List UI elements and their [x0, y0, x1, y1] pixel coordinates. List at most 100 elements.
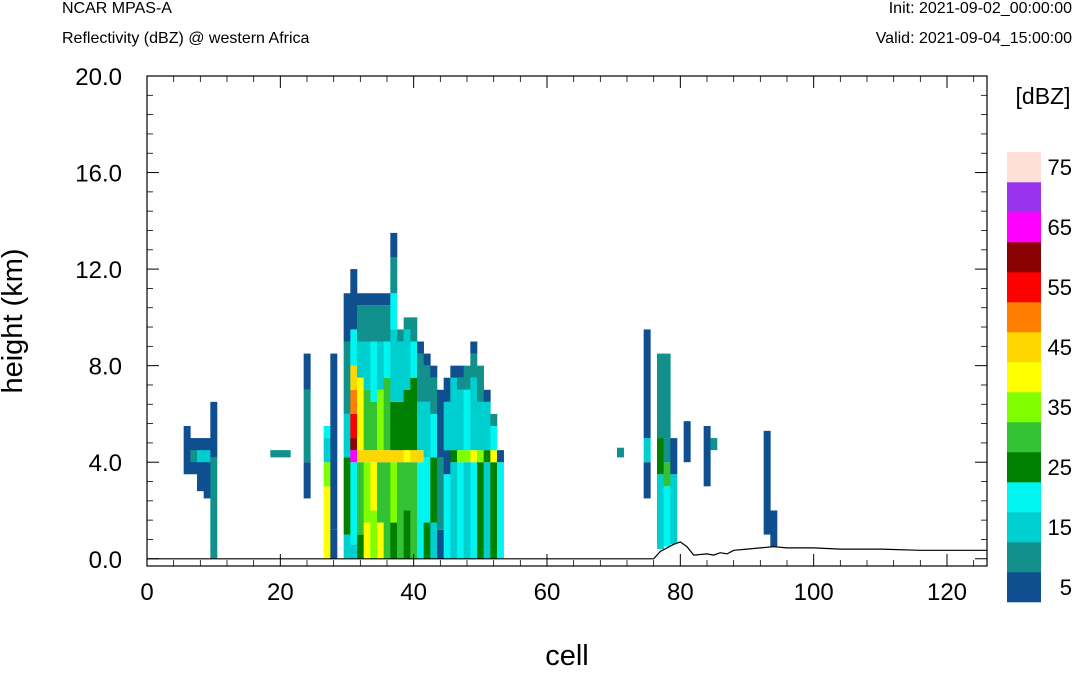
reflectivity-cell: [457, 450, 464, 463]
reflectivity-cell: [390, 257, 398, 294]
reflectivity-cell: [363, 522, 371, 559]
reflectivity-cell: [763, 430, 771, 535]
reflectivity-cell: [343, 341, 351, 414]
reflectivity-cell: [663, 438, 671, 463]
reflectivity-cell: [457, 365, 464, 378]
reflectivity-cell: [477, 401, 484, 451]
reflectivity-cell: [377, 341, 384, 390]
colorbar-swatch: [1007, 482, 1041, 513]
reflectivity-cell: [303, 389, 311, 463]
reflectivity-cell: [430, 365, 438, 378]
reflectivity-cell: [470, 377, 478, 451]
reflectivity-cell: [350, 544, 358, 559]
reflectivity-cell: [377, 462, 384, 523]
x-tick-label: 40: [400, 579, 427, 606]
reflectivity-cell: [343, 293, 351, 342]
reflectivity-cell: [190, 450, 198, 463]
reflectivity-cell: [403, 329, 411, 390]
reflectivity-cell: [710, 438, 718, 451]
reflectivity-cell: [197, 438, 204, 492]
reflectivity-cell: [390, 232, 398, 258]
colorbar-swatch: [1007, 572, 1041, 603]
reflectivity-cell: [383, 510, 391, 559]
reflectivity-cell: [397, 401, 404, 451]
reflectivity-cell: [283, 450, 291, 458]
reflectivity-cell: [377, 305, 384, 342]
reflectivity-cell: [363, 462, 371, 523]
reflectivity-cell: [390, 293, 398, 330]
reflectivity-cell: [770, 510, 778, 547]
reflectivity-cell: [270, 450, 278, 458]
reflectivity-cell: [423, 401, 431, 458]
reflectivity-cell: [357, 293, 364, 306]
x-tick-label: 80: [667, 579, 694, 606]
x-tick-label: 0: [140, 579, 153, 606]
reflectivity-cell: [457, 389, 464, 451]
colorbar-swatch: [1007, 542, 1041, 573]
colorbar-swatch: [1007, 272, 1041, 303]
reflectivity-cell: [390, 329, 398, 402]
x-axis-label: cell: [545, 640, 589, 672]
reflectivity-cell: [463, 450, 471, 463]
reflectivity-cell: [343, 457, 351, 535]
reflectivity-cell: [443, 401, 451, 451]
reflectivity-cell: [350, 438, 358, 451]
reflectivity-cell: [417, 462, 424, 559]
reflectivity-cell: [450, 377, 458, 451]
reflectivity-cell: [657, 353, 664, 439]
reflectivity-cell: [383, 293, 391, 306]
reflectivity-cell: [657, 438, 664, 475]
y-tick-label: 20.0: [75, 64, 122, 91]
reflectivity-cell: [370, 450, 378, 463]
reflectivity-cell: [410, 341, 418, 378]
reflectivity-cell: [417, 341, 424, 354]
reflectivity-cell: [323, 438, 331, 463]
colorbar-unit-label: [dBZ]: [1016, 83, 1071, 109]
reflectivity-cell: [670, 438, 678, 475]
reflectivity-cell: [377, 522, 384, 559]
reflectivity-cell: [657, 474, 664, 550]
reflectivity-cell: [470, 462, 478, 559]
reflectivity-cell: [483, 450, 491, 463]
reflectivity-cell: [443, 474, 451, 559]
colorbar-swatch: [1007, 362, 1041, 393]
reflectivity-cell: [423, 353, 431, 366]
reflectivity-cell: [343, 534, 351, 559]
reflectivity-cell: [357, 534, 364, 559]
reflectivity-cell: [410, 377, 418, 451]
reflectivity-cell: [350, 462, 358, 545]
y-tick-label: 12.0: [75, 257, 122, 284]
reflectivity-cell: [403, 450, 411, 463]
y-axis-label: height (km): [0, 248, 29, 393]
colorbar-label: 75: [1048, 155, 1072, 180]
colorbar-swatch: [1007, 392, 1041, 423]
valid-time: Valid: 2021-09-04_15:00:00: [875, 30, 1072, 47]
reflectivity-cell: [303, 353, 311, 390]
reflectivity-cell: [430, 413, 438, 458]
reflectivity-cell: [490, 413, 498, 426]
reflectivity-cell: [350, 269, 358, 330]
reflectivity-cell: [330, 353, 338, 530]
reflectivity-cell: [403, 462, 411, 511]
reflectivity-cell: [417, 450, 424, 463]
reflectivity-cell: [357, 462, 364, 535]
reflectivity-cell: [403, 317, 411, 330]
plot-frame: [146, 75, 988, 567]
reflectivity-cell: [203, 438, 211, 499]
reflectivity-cell: [617, 447, 624, 458]
reflectivity-cell: [477, 365, 484, 402]
reflectivity-cell: [370, 341, 378, 402]
reflectivity-cell: [370, 293, 378, 306]
colorbar-swatch: [1007, 152, 1041, 183]
reflectivity-cell: [430, 377, 438, 414]
reflectivity-cell: [397, 522, 404, 559]
reflectivity-cell: [463, 365, 471, 390]
reflectivity-cell: [437, 457, 444, 530]
colorbar-swatch: [1007, 212, 1041, 243]
reflectivity-cell: [483, 462, 491, 559]
init-time: Init: 2021-09-02_00:00:00: [888, 0, 1072, 17]
reflectivity-cell: [490, 462, 498, 559]
reflectivity-cell: [497, 450, 504, 463]
reflectivity-cell: [410, 450, 418, 463]
